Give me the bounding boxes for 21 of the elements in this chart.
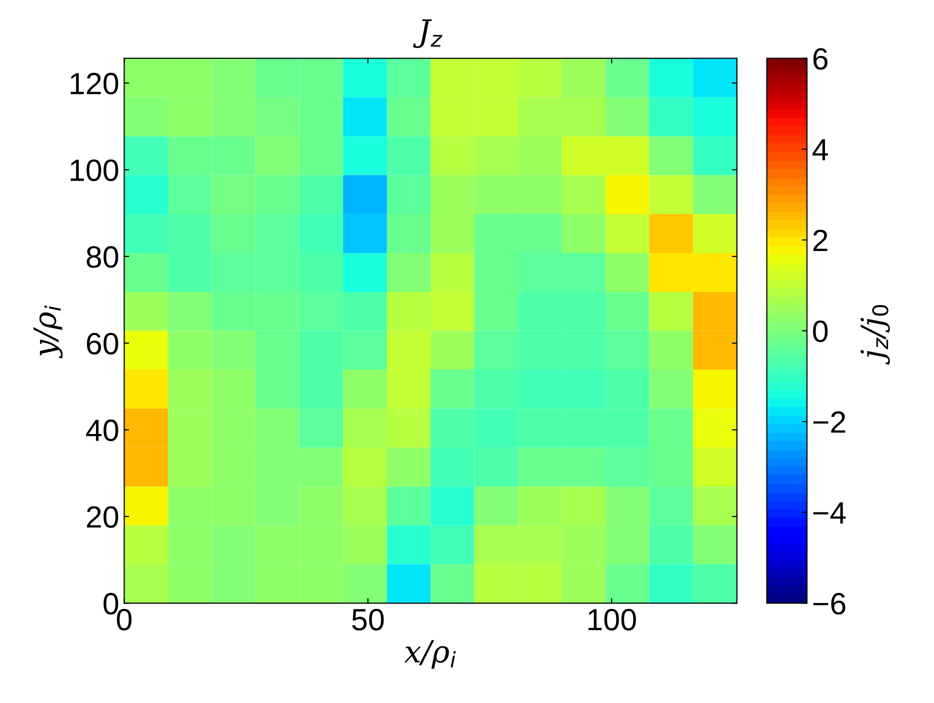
x-tick-label: 50 — [352, 608, 384, 630]
y-axis-title: y/ρ$_{i}$ — [33, 306, 63, 358]
color-bar-label: 4 — [812, 139, 828, 160]
x-tick-label: 0 — [116, 608, 132, 630]
color-bar-label: −4 — [813, 502, 846, 524]
x-axis-title: x/ρ$_{i}$ — [404, 640, 456, 669]
color-bar-label: −6 — [813, 592, 846, 615]
y-tick-label: 0 — [104, 592, 118, 615]
x-tick-label: 100 — [588, 608, 636, 630]
color-bar-label: 0 — [813, 320, 828, 342]
chart-title: J$_{z}$ — [413, 19, 442, 48]
color-bar-title: j$_{z}$/j$_{0}$ — [860, 304, 890, 365]
color-bar-label: 6 — [813, 48, 828, 70]
y-tick-label: 60 — [86, 332, 118, 354]
color-bar-label: 2 — [813, 230, 828, 252]
color-bar-label: −2 — [813, 411, 846, 433]
y-tick-label: 40 — [86, 420, 118, 442]
y-tick-label: 100 — [70, 159, 118, 182]
y-tick-label: 20 — [86, 506, 118, 528]
y-tick-label: 80 — [86, 246, 118, 268]
y-tick-label: 120 — [70, 72, 118, 94]
